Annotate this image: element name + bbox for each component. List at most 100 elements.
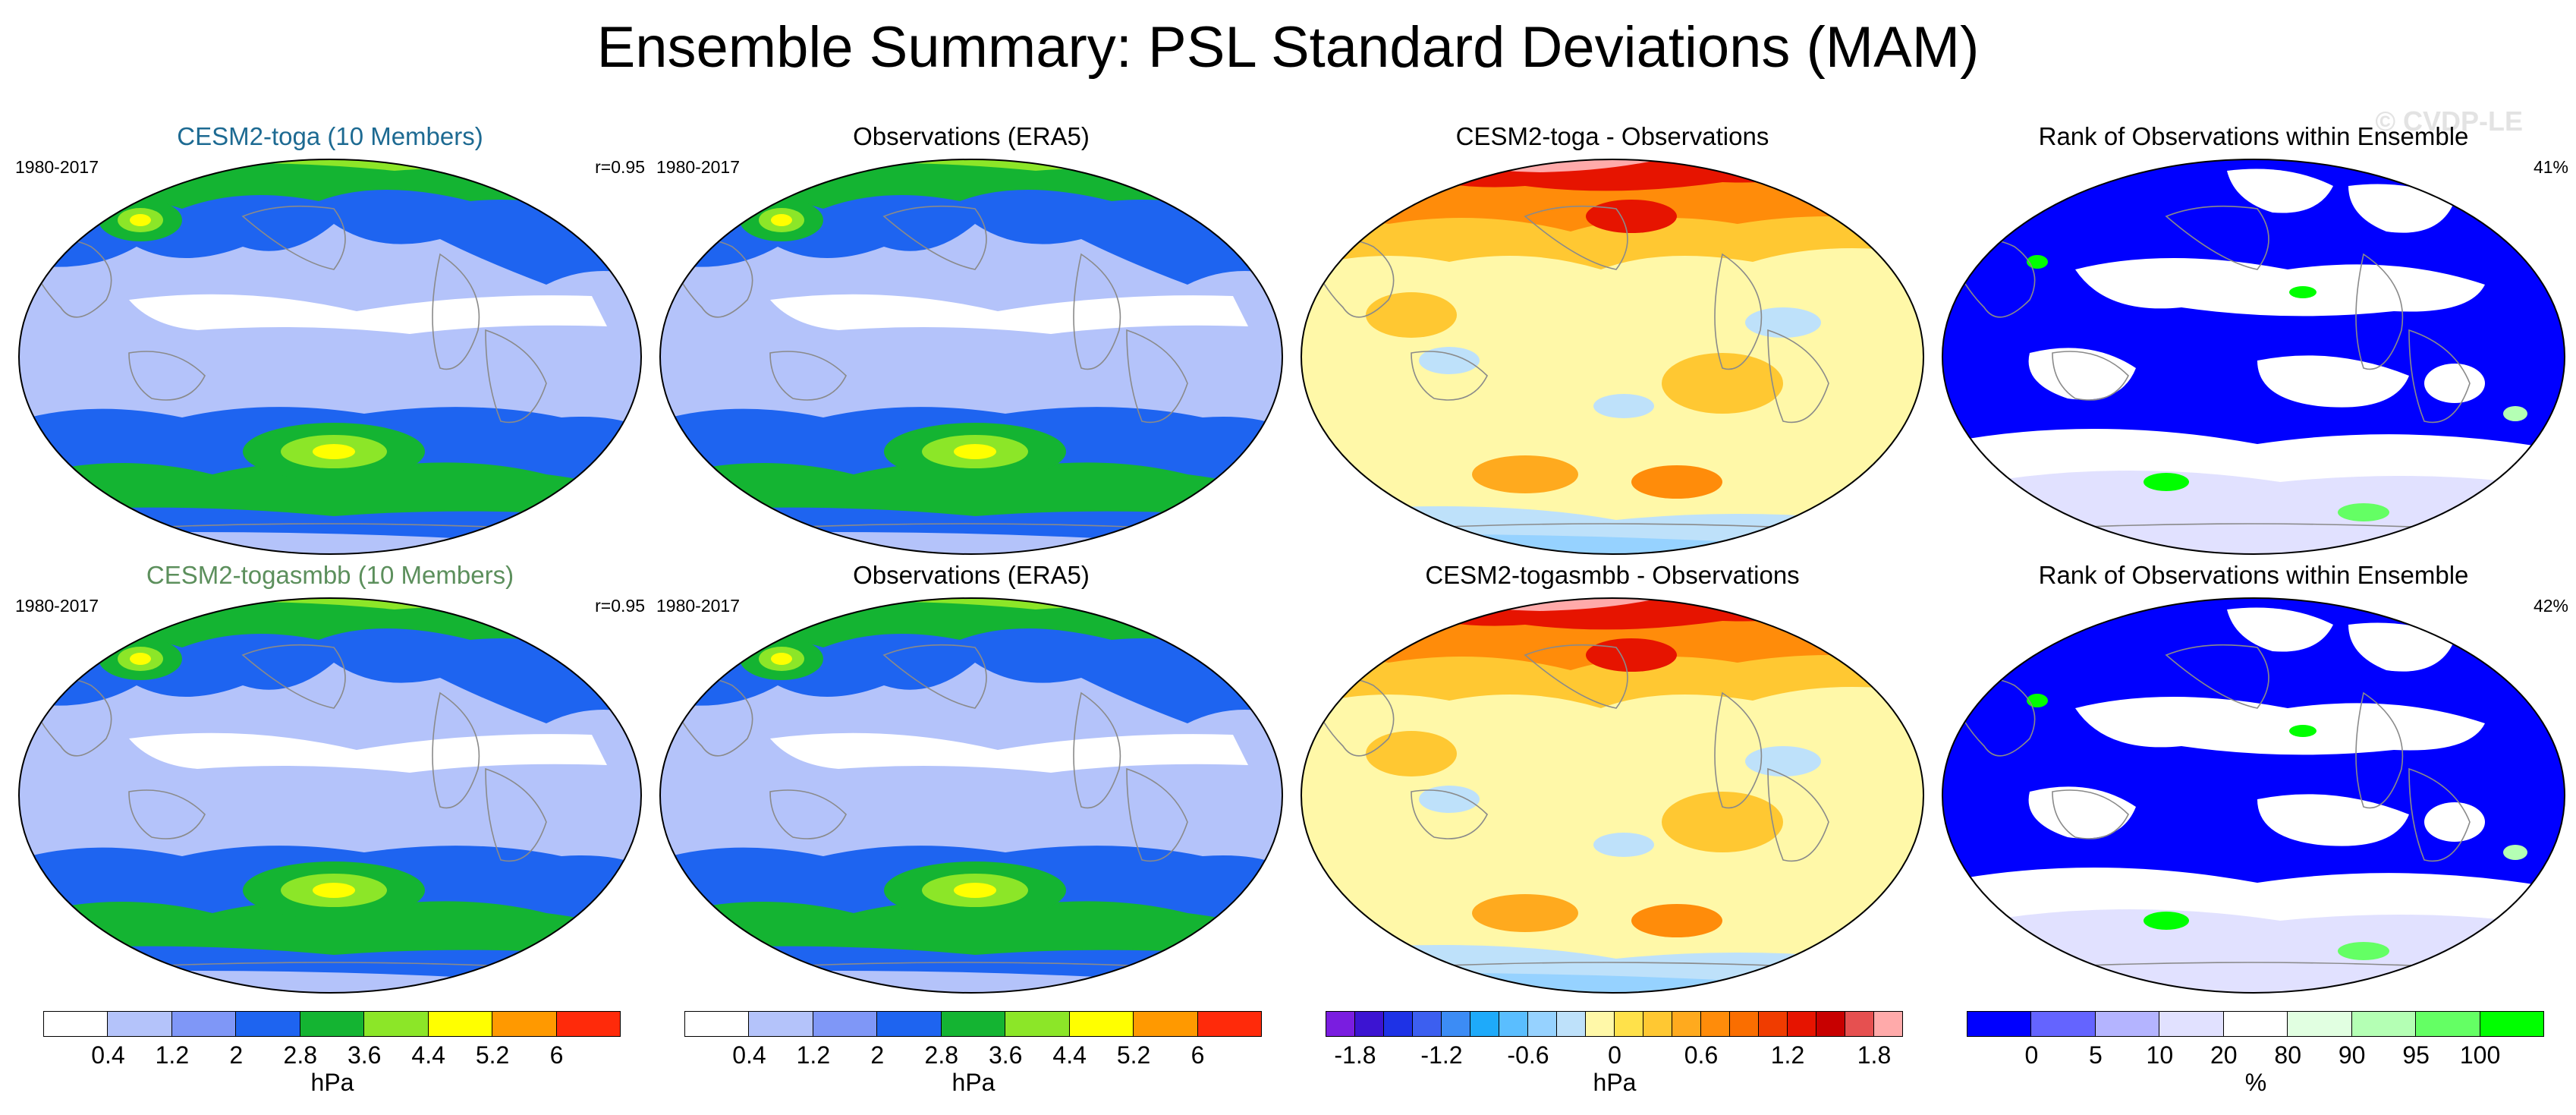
colorbar-swatch bbox=[171, 1011, 237, 1037]
continent-outline bbox=[1126, 767, 1188, 862]
globe-border bbox=[18, 159, 642, 555]
colorbar-swatch bbox=[1470, 1011, 1499, 1037]
panel-stat-label: 41% bbox=[2533, 157, 2568, 177]
colorbar-swatch bbox=[1499, 1011, 1528, 1037]
colorbar-tick-label: 4.4 bbox=[411, 1041, 445, 1069]
field-contour bbox=[2338, 503, 2389, 521]
colorbar-swatch bbox=[1527, 1011, 1557, 1037]
continent-outline bbox=[485, 767, 547, 862]
colorbar-tick-label: 95 bbox=[2402, 1041, 2430, 1069]
continent-outline bbox=[2052, 789, 2129, 839]
field-contour bbox=[1662, 353, 1783, 414]
colorbar-swatch bbox=[1787, 1011, 1816, 1037]
continent-outline bbox=[1524, 644, 1628, 709]
field-contour bbox=[2227, 607, 2333, 652]
field-contour bbox=[954, 444, 996, 459]
field-contour bbox=[2075, 697, 2485, 755]
colorbar-swatch bbox=[1068, 1011, 1134, 1037]
colorbar-tick-label: 1.2 bbox=[1770, 1041, 1805, 1069]
field-contour bbox=[1472, 894, 1578, 932]
colorbar-units: % bbox=[2244, 1069, 2267, 1096]
field-contour bbox=[2227, 169, 2333, 213]
colorbar-tick-label: 0.4 bbox=[91, 1041, 125, 1069]
field-contour bbox=[747, 159, 884, 165]
map-panel: Rank of Observations within Ensemble 42% bbox=[1939, 560, 2568, 1000]
globe-map bbox=[1942, 159, 2565, 555]
panel-period-label: 1980-2017 bbox=[656, 596, 740, 616]
colorbar-swatch bbox=[748, 1011, 813, 1037]
colorbar-swatch bbox=[107, 1011, 172, 1037]
colorbar-swatch bbox=[1133, 1011, 1198, 1037]
continent-outline bbox=[432, 253, 480, 370]
field-contour bbox=[2289, 725, 2317, 737]
colorbar-swatch bbox=[1005, 1011, 1070, 1037]
continent-outline bbox=[2355, 691, 2404, 809]
colorbar-tick-label: 80 bbox=[2274, 1041, 2302, 1069]
colorbar-tick-label: 90 bbox=[2338, 1041, 2366, 1069]
colorbar-swatch bbox=[1758, 1011, 1788, 1037]
continent-outline bbox=[1767, 329, 1829, 424]
field-contour bbox=[91, 598, 243, 609]
field-contour bbox=[1586, 638, 1677, 672]
field-contour bbox=[2257, 794, 2409, 846]
continent-outline bbox=[2408, 767, 2471, 862]
globe-map bbox=[1301, 159, 1924, 555]
colorbar-swatch bbox=[2479, 1011, 2544, 1037]
continent-outline bbox=[241, 644, 346, 709]
panel-period-label: 1980-2017 bbox=[15, 157, 99, 177]
field-contour bbox=[1366, 731, 1457, 776]
colorbar-tick-label: 1.2 bbox=[796, 1041, 831, 1069]
colorbar-tick-label: -1.8 bbox=[1334, 1041, 1376, 1069]
colorbar-tick-label: 3.6 bbox=[988, 1041, 1023, 1069]
colorbar: 0.4 1.2 2 2.8 3.6 4.4 5.2 6 hPa bbox=[43, 1011, 621, 1102]
colorbar-swatch bbox=[1354, 1011, 1384, 1037]
globe-border bbox=[18, 597, 642, 994]
field-contour bbox=[129, 732, 607, 773]
continent-outline bbox=[769, 351, 847, 401]
field-contour bbox=[1942, 909, 2565, 993]
watermark: © CVDP-LE bbox=[2375, 106, 2523, 137]
field-contour bbox=[2144, 473, 2189, 491]
globe-border bbox=[1942, 597, 2565, 994]
colorbar-swatch bbox=[2287, 1011, 2352, 1037]
field-contour bbox=[1745, 307, 1821, 338]
panel-title: CESM2-togasmbb (10 Members) bbox=[146, 561, 514, 589]
globe-border bbox=[659, 597, 1283, 994]
colorbar: 0 5 10 20 80 90 95 100% bbox=[1967, 1011, 2544, 1102]
field-contour bbox=[1419, 347, 1480, 374]
colorbar-tick-label: 6 bbox=[1190, 1041, 1205, 1069]
field-contour bbox=[2144, 912, 2189, 930]
colorbar-swatch bbox=[1643, 1011, 1672, 1037]
continent-outline bbox=[882, 644, 987, 709]
field-contour bbox=[2503, 406, 2527, 421]
continent-outline bbox=[241, 205, 346, 270]
map-panel: Observations (ERA5) 1980-2017 bbox=[656, 560, 1286, 1000]
colorbar-tick-label: 0.6 bbox=[1684, 1041, 1719, 1069]
colorbar-swatch bbox=[876, 1011, 942, 1037]
continent-outline bbox=[2408, 329, 2471, 424]
colorbar-swatch bbox=[2351, 1011, 2417, 1037]
field-contour bbox=[1593, 833, 1654, 857]
colorbar-tick-label: 5 bbox=[2088, 1041, 2103, 1069]
continent-outline bbox=[485, 329, 547, 424]
field-contour bbox=[313, 444, 355, 459]
colorbar-units: hPa bbox=[951, 1069, 995, 1096]
colorbar-swatch bbox=[427, 1011, 493, 1037]
map-panel: CESM2-toga (10 Members) 1980-2017 r=0.95 bbox=[15, 121, 645, 562]
colorbar-swatch bbox=[2415, 1011, 2480, 1037]
globe-border bbox=[1301, 159, 1924, 555]
main-title: Ensemble Summary: PSL Standard Deviation… bbox=[596, 15, 1980, 80]
colorbar-tick-label: 4.4 bbox=[1052, 1041, 1087, 1069]
field-contour bbox=[954, 883, 996, 898]
colorbar-tick-label: 2.8 bbox=[924, 1041, 959, 1069]
field-contour bbox=[2424, 802, 2485, 842]
colorbar-swatch bbox=[812, 1011, 878, 1037]
field-contour bbox=[2338, 942, 2389, 960]
panel-title: Rank of Observations within Ensemble bbox=[2038, 561, 2469, 589]
continent-outline bbox=[1126, 329, 1188, 424]
field-contour bbox=[771, 214, 792, 226]
colorbar-tick-label: 2 bbox=[229, 1041, 244, 1069]
globe-map bbox=[1301, 597, 1924, 994]
panel-title: CESM2-toga (10 Members) bbox=[177, 122, 483, 150]
colorbar-swatch bbox=[1441, 1011, 1470, 1037]
